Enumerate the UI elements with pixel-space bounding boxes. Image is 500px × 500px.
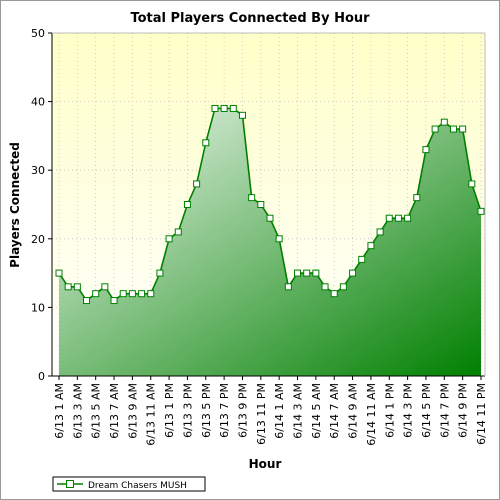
data-point — [422, 146, 430, 154]
axes — [51, 32, 486, 377]
data-point — [303, 269, 311, 277]
data-point — [211, 104, 219, 112]
chart-title: Total Players Connected By Hour — [130, 11, 370, 26]
x-tick-label: 6/14 1 PM — [383, 383, 396, 438]
y-axis-ticks: 0 10 20 30 40 50 — [31, 27, 52, 383]
data-point — [404, 214, 412, 222]
x-tick-label: 6/13 1 PM — [163, 383, 176, 438]
x-tick-label: 6/13 11 PM — [255, 383, 268, 445]
y-axis-title: Players Connected — [8, 142, 22, 268]
data-point — [431, 125, 439, 133]
data-point — [119, 290, 127, 298]
x-tick-label: 6/14 7 PM — [438, 383, 451, 438]
legend-marker — [66, 480, 74, 488]
data-point — [257, 201, 265, 208]
y-tick-label: 40 — [31, 96, 45, 109]
data-point — [55, 269, 63, 277]
x-tick-label: 6/14 11 AM — [365, 383, 378, 446]
y-tick-label: 0 — [38, 370, 45, 383]
x-tick-label: 6/13 7 PM — [218, 383, 231, 438]
x-tick-label: 6/14 5 AM — [310, 383, 323, 439]
y-tick-label: 10 — [31, 301, 45, 314]
data-point — [92, 290, 100, 298]
x-tick-label: 6/13 9 PM — [236, 383, 249, 438]
area-fill — [59, 108, 481, 377]
data-point — [220, 104, 228, 112]
x-axis-ticks: 6/13 1 AM 6/13 3 AM 6/13 5 AM 6/13 7 AM 6/13… — [53, 376, 488, 446]
data-point — [367, 242, 375, 250]
data-point — [238, 111, 246, 119]
data-point — [147, 290, 155, 298]
data-point — [183, 201, 191, 208]
x-tick-label: 6/14 3 AM — [292, 383, 305, 439]
data-point — [294, 269, 302, 277]
data-point — [174, 228, 182, 236]
y-tick-label: 30 — [31, 164, 45, 177]
data-point — [358, 255, 366, 263]
x-tick-label: 6/14 9 AM — [347, 383, 360, 439]
data-point — [138, 290, 146, 298]
data-point — [468, 180, 476, 188]
data-point — [321, 283, 329, 291]
data-point — [440, 118, 448, 126]
x-tick-label: 6/14 3 PM — [402, 383, 415, 438]
x-axis-title: Hour — [249, 457, 282, 471]
x-tick-label: 6/14 11 PM — [475, 383, 488, 445]
data-point — [64, 283, 72, 291]
data-point — [83, 297, 91, 305]
x-tick-label: 6/13 3 PM — [181, 383, 194, 438]
data-point — [266, 214, 274, 222]
x-tick-label: 6/13 7 AM — [108, 383, 121, 439]
x-tick-label: 6/14 7 AM — [328, 383, 341, 439]
data-point — [248, 194, 256, 202]
x-tick-label: 6/14 1 AM — [273, 383, 286, 439]
data-point — [385, 214, 393, 222]
data-point — [459, 125, 467, 133]
data-point — [275, 235, 283, 243]
data-markers — [55, 104, 485, 305]
y-tick-label: 50 — [31, 27, 45, 40]
data-point — [330, 290, 338, 298]
data-point — [193, 180, 201, 188]
data-point — [284, 283, 292, 291]
data-point — [202, 139, 210, 147]
data-point — [413, 194, 421, 202]
data-point — [312, 269, 320, 277]
data-point — [376, 228, 384, 236]
data-point — [394, 214, 402, 222]
x-tick-label: 6/14 5 PM — [420, 383, 433, 438]
legend-label: Dream Chasers MUSH — [88, 481, 187, 491]
data-point — [101, 283, 109, 291]
x-tick-label: 6/13 3 AM — [71, 383, 84, 439]
x-tick-label: 6/13 5 PM — [200, 383, 213, 438]
data-point — [165, 235, 173, 243]
data-point — [156, 269, 164, 277]
x-tick-label: 6/13 11 AM — [145, 383, 158, 446]
data-point — [229, 104, 237, 112]
x-tick-label: 6/14 9 PM — [457, 383, 470, 438]
data-point — [339, 283, 347, 291]
x-tick-label: 6/13 1 AM — [53, 383, 66, 439]
legend-box — [52, 476, 206, 492]
data-point — [449, 125, 457, 133]
data-point — [477, 207, 485, 215]
x-tick-label: 6/13 5 AM — [90, 383, 103, 439]
legend: Dream Chasers MUSH — [52, 476, 206, 492]
data-point — [128, 290, 136, 298]
x-tick-label: 6/13 9 AM — [126, 383, 139, 439]
y-tick-label: 20 — [31, 233, 45, 246]
data-point — [349, 269, 357, 277]
data-point — [110, 297, 118, 305]
data-point — [73, 283, 81, 291]
